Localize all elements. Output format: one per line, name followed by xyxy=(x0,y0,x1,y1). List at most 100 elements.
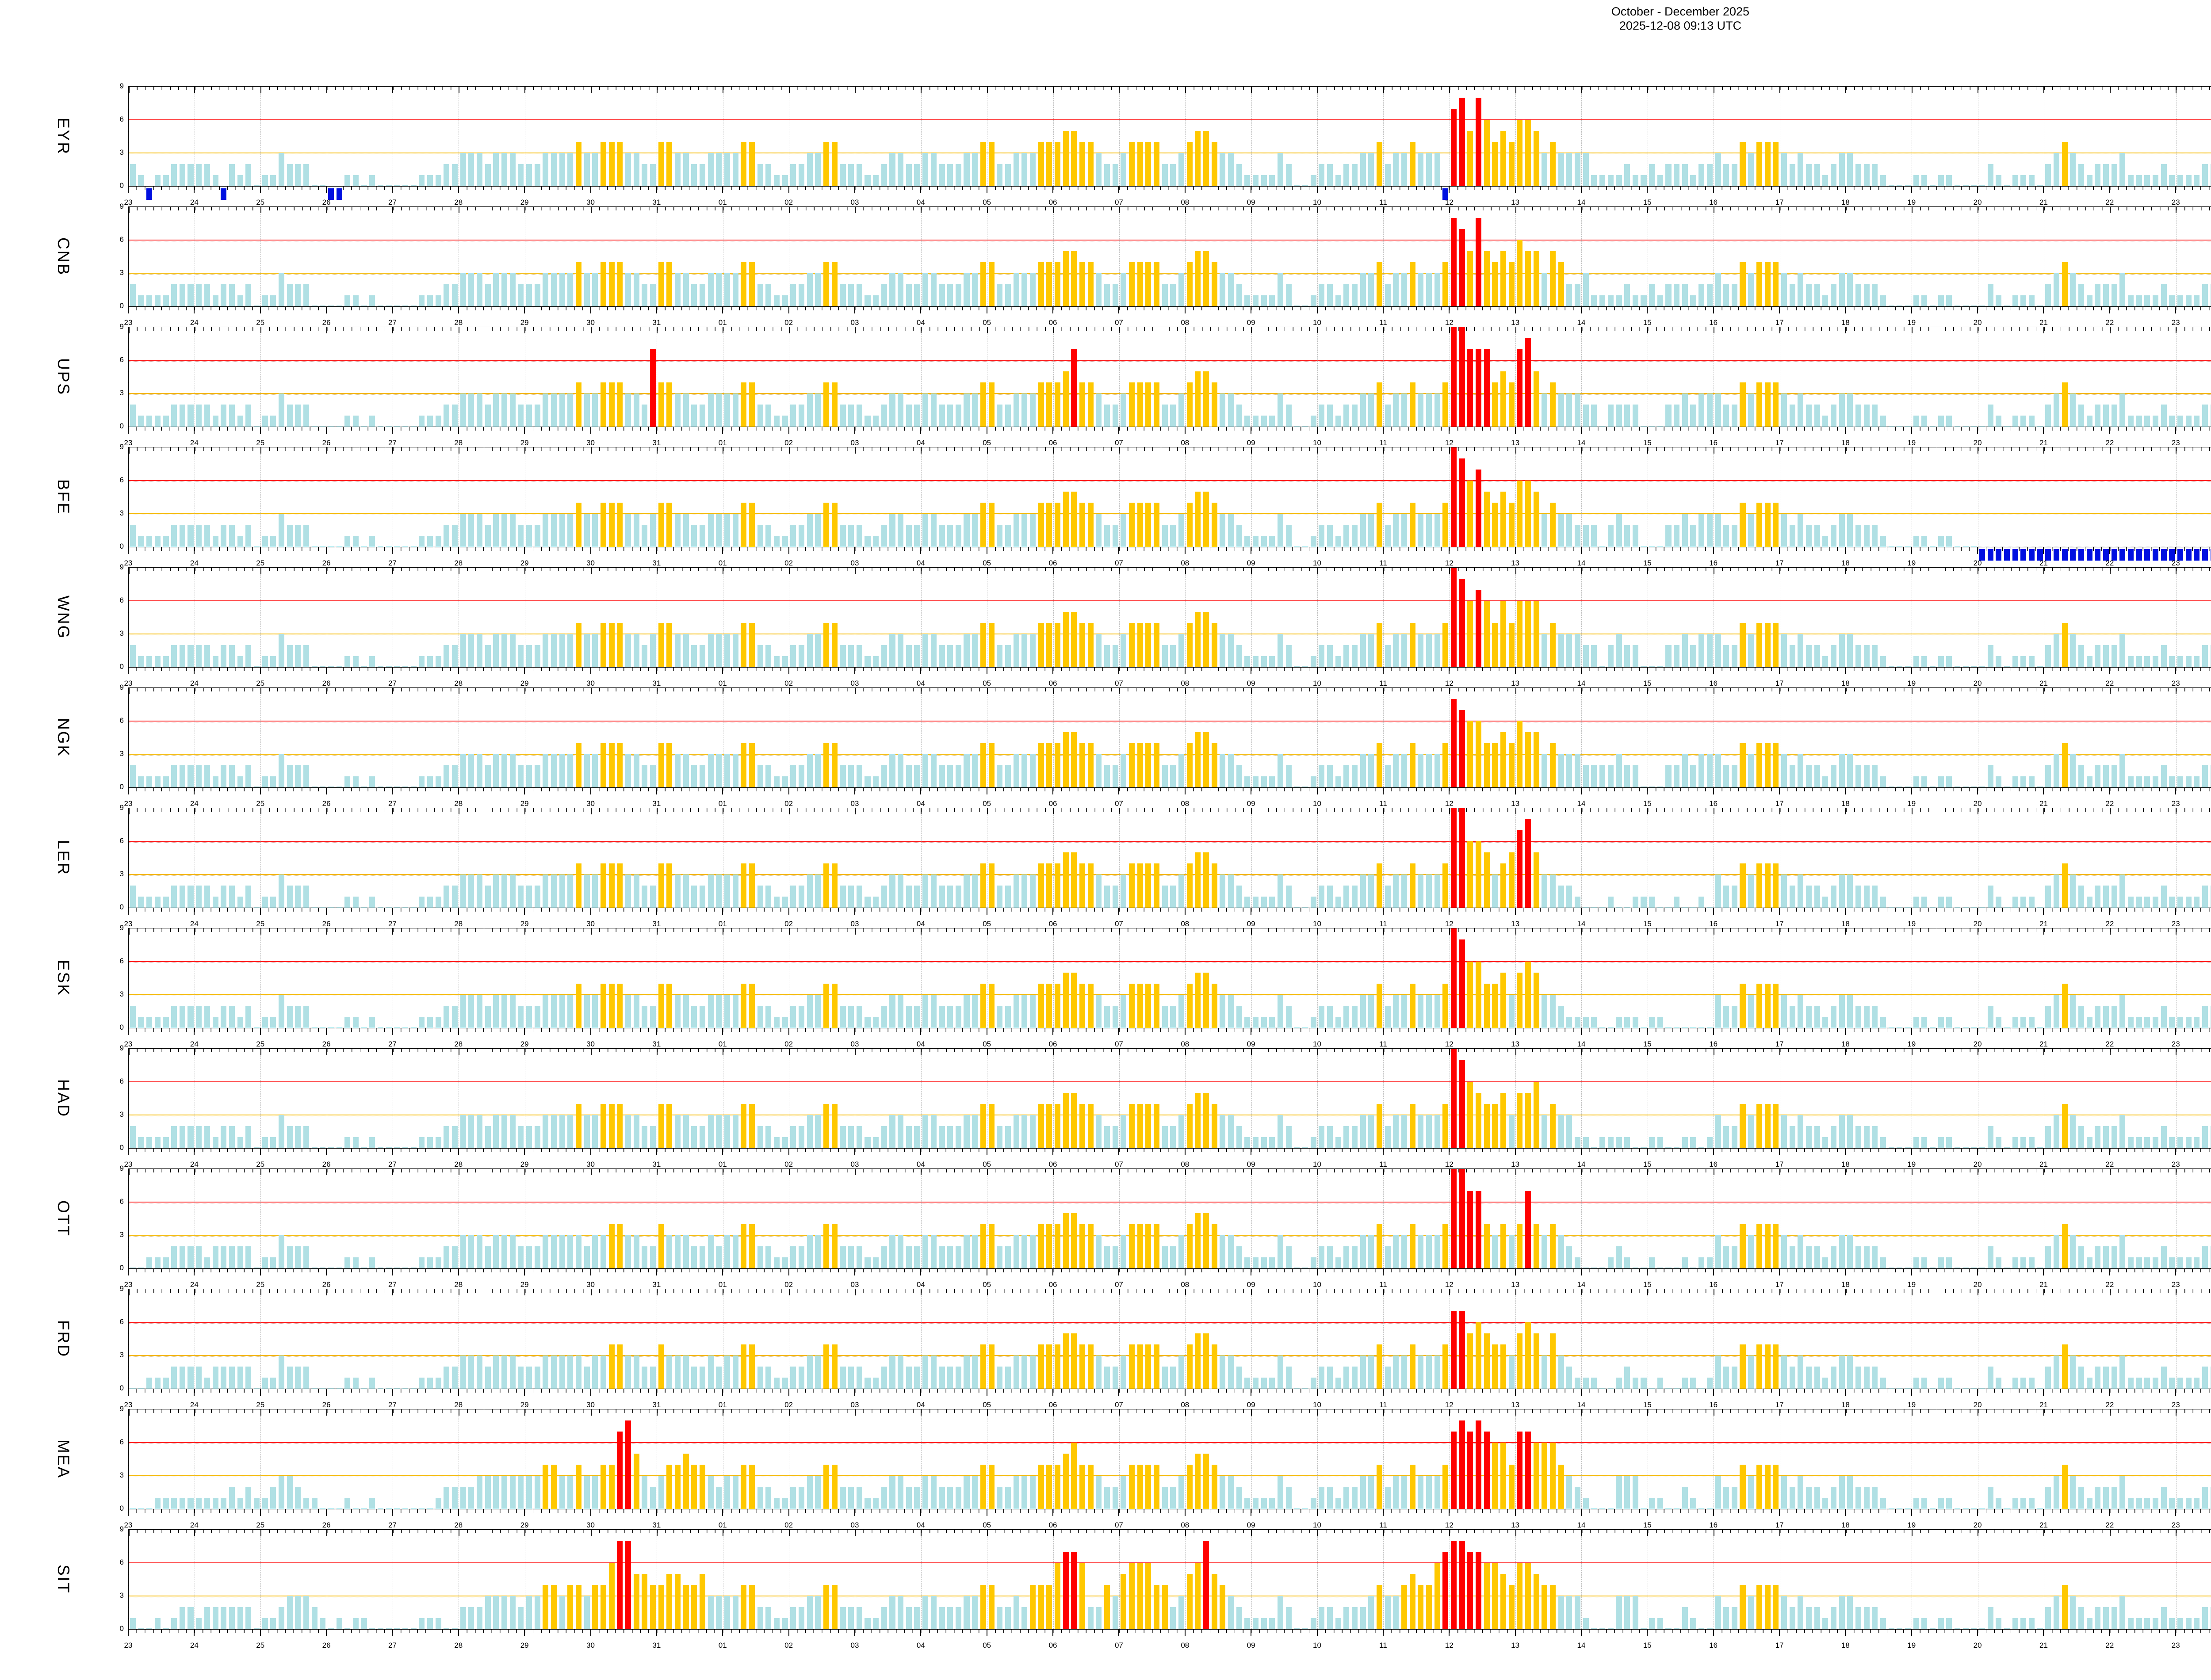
day-major-tick-bottom xyxy=(788,547,789,554)
day-major-tick-bottom xyxy=(1515,427,1516,434)
day-major-tick-bottom xyxy=(524,668,525,674)
k-index-bar xyxy=(1005,164,1011,186)
day-gridline xyxy=(1317,568,1318,667)
k-index-bar xyxy=(1104,765,1110,787)
day-major-tick-bottom xyxy=(1977,427,1978,434)
k-index-bar xyxy=(1641,426,1647,427)
k-index-bar xyxy=(2045,765,2051,787)
day-major-tick-bottom xyxy=(326,788,327,794)
station-label-left: HAD xyxy=(54,1079,73,1118)
k-index-bar xyxy=(1872,525,1878,547)
k-index-bar xyxy=(460,874,466,908)
k-index-bar xyxy=(1368,634,1374,667)
k-index-bar xyxy=(584,754,590,787)
day-major-tick-bottom xyxy=(1580,908,1582,915)
k-index-bar xyxy=(328,907,334,908)
k-index-bar xyxy=(865,656,871,667)
k-index-bar xyxy=(1508,852,1515,908)
k-index-bar xyxy=(2177,656,2184,667)
k-index-bar xyxy=(1029,754,1036,787)
k-index-bar xyxy=(1698,284,1705,306)
k-index-bar xyxy=(1880,416,1886,427)
k-index-bar xyxy=(1979,185,1985,186)
k-index-bar xyxy=(320,305,326,306)
k-index-bar xyxy=(1203,251,1209,306)
k-index-bar xyxy=(509,153,516,186)
k-index-bar xyxy=(1591,765,1597,787)
k-index-bar xyxy=(1145,503,1151,547)
k-index-bar xyxy=(303,765,309,787)
k-index-bar xyxy=(1632,897,1638,908)
day-gridline xyxy=(1515,447,1516,547)
k-index-bar xyxy=(1442,382,1449,427)
k-index-bar xyxy=(212,1017,218,1028)
k-index-bar xyxy=(939,886,945,908)
k-index-bar xyxy=(146,776,153,787)
k-index-bar xyxy=(253,1027,260,1028)
day-major-tick-bottom xyxy=(788,1028,789,1035)
k-index-bar xyxy=(2086,295,2092,306)
day-major-tick-bottom xyxy=(1713,1028,1714,1035)
k-index-bar xyxy=(881,405,887,427)
day-label: 26 xyxy=(322,799,331,808)
station-label-left: BFE xyxy=(54,479,73,515)
y-tick-label: 6 xyxy=(119,115,124,123)
k-index-bar xyxy=(270,776,276,787)
day-gridline xyxy=(2176,447,2177,547)
k-index-bar xyxy=(377,907,383,908)
k-index-bar xyxy=(1905,1027,1911,1028)
k-index-bar xyxy=(2161,886,2167,908)
day-gridline xyxy=(1251,928,1252,1028)
day-gridline xyxy=(1581,808,1582,908)
k-index-bar xyxy=(146,295,153,306)
k-index-bar xyxy=(1013,1115,1019,1148)
k-index-bar xyxy=(840,1006,846,1028)
day-major-tick-bottom xyxy=(1713,908,1714,915)
day-label: 05 xyxy=(983,198,991,206)
k-index-bar xyxy=(245,765,252,787)
k-index-bar xyxy=(1764,863,1771,908)
day-major-tick-bottom xyxy=(1911,668,1912,674)
k-index-bar xyxy=(196,525,202,547)
k-index-bar xyxy=(1360,153,1366,186)
k-index-bar xyxy=(1195,732,1201,787)
k-index-bar xyxy=(1987,284,1993,306)
day-gridline xyxy=(1251,327,1252,427)
day-major-tick-bottom xyxy=(1184,668,1186,674)
k-index-bar xyxy=(1607,645,1614,667)
k-index-bar xyxy=(2194,295,2200,306)
day-label: 22 xyxy=(2105,198,2114,206)
k-index-bar xyxy=(584,273,590,306)
k-index-bar xyxy=(1773,382,1779,427)
k-index-bar xyxy=(2070,1115,2076,1148)
k-index-bar xyxy=(1641,897,1647,908)
k-index-bar xyxy=(1236,284,1242,306)
k-index-bar xyxy=(1145,623,1151,667)
k-index-bar xyxy=(1987,645,1993,667)
k-index-bar xyxy=(509,393,516,427)
k-index-bar xyxy=(146,1137,153,1148)
k-index-bar xyxy=(1558,393,1564,427)
k-index-bar xyxy=(1145,382,1151,427)
minor-ticks-bottom xyxy=(128,307,2211,310)
k-index-bar xyxy=(691,886,697,908)
k-index-bar xyxy=(1170,1126,1176,1148)
k-index-bar xyxy=(1665,405,1672,427)
k-index-bar xyxy=(468,995,474,1028)
k-index-bar xyxy=(1542,273,1548,306)
day-major-tick-bottom xyxy=(788,668,789,674)
k-index-bar xyxy=(881,284,887,306)
k-index-bar xyxy=(906,1006,912,1028)
day-major-tick-bottom xyxy=(392,908,393,915)
day-label: 23 xyxy=(2171,198,2180,206)
k-index-bar xyxy=(1178,393,1184,427)
day-label: 30 xyxy=(586,318,595,327)
k-index-bar xyxy=(2028,295,2035,306)
k-index-bar xyxy=(551,995,557,1028)
k-index-bar xyxy=(1063,131,1069,186)
k-index-bar xyxy=(485,765,491,787)
k-index-bar xyxy=(1550,874,1556,908)
day-gridline xyxy=(1581,447,1582,547)
k-index-bar xyxy=(675,393,681,427)
k-index-bar xyxy=(650,514,656,547)
